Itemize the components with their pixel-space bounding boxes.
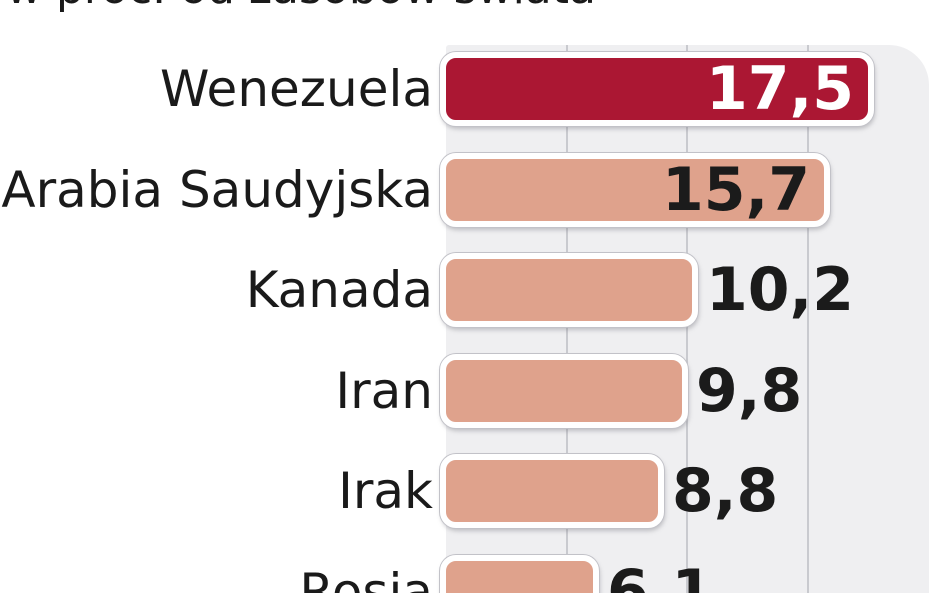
- chart-row: Arabia Saudyjska 15,7: [0, 153, 948, 227]
- bar: [440, 354, 688, 428]
- category-label: Kanada: [245, 261, 433, 319]
- gridline: [807, 45, 809, 593]
- chart-row: Iran 9,8: [0, 354, 948, 428]
- category-label: Iran: [335, 362, 433, 420]
- chart-title: w proc. od zasobów świata: [6, 0, 596, 11]
- chart-row: Kanada 10,2: [0, 253, 948, 327]
- bar: [440, 454, 664, 528]
- bar: [440, 555, 599, 593]
- value-label: 17,5: [705, 54, 854, 124]
- value-label: 15,7: [661, 155, 810, 225]
- bar: 15,7: [440, 153, 830, 227]
- category-label: Wenezuela: [160, 60, 433, 118]
- category-label: Arabia Saudyjska: [1, 161, 433, 219]
- category-label: Rosja: [299, 563, 433, 593]
- chart-row: Wenezuela 17,5: [0, 52, 948, 126]
- bar: [440, 253, 698, 327]
- chart-row: Irak 8,8: [0, 454, 948, 528]
- category-label: Irak: [338, 462, 433, 520]
- value-label: 8,8: [672, 456, 779, 526]
- value-label: 6,1: [607, 557, 714, 593]
- bar: 17,5: [440, 52, 874, 126]
- value-label: 10,2: [706, 255, 855, 325]
- chart-row: Rosja 6,1: [0, 555, 948, 593]
- value-label: 9,8: [696, 356, 803, 426]
